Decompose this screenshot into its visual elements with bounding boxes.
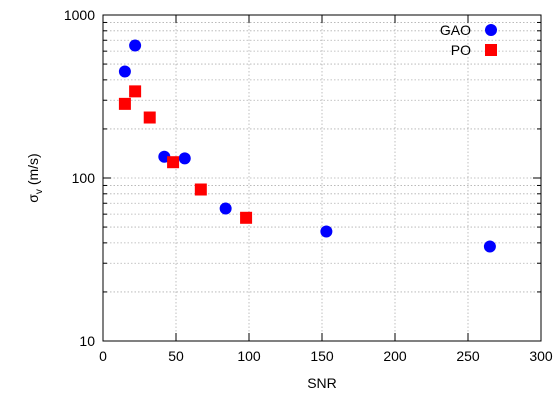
legend-label-po: PO bbox=[451, 42, 471, 58]
x-tick-label: 50 bbox=[168, 348, 184, 364]
x-tick-label: 0 bbox=[99, 348, 107, 364]
po-data-point bbox=[129, 85, 142, 98]
gao-data-point bbox=[219, 202, 232, 215]
legend-marker-gao bbox=[485, 24, 497, 36]
y-tick-label: 10 bbox=[79, 333, 95, 349]
gao-data-point bbox=[178, 152, 191, 165]
gao-data-point bbox=[118, 65, 131, 78]
y-axis-label-symbol: σ bbox=[25, 194, 41, 203]
po-data-point bbox=[143, 111, 156, 124]
gao-data-point bbox=[320, 225, 333, 238]
legend-label-gao: GAO bbox=[440, 22, 471, 38]
y-tick-label: 100 bbox=[72, 170, 96, 186]
po-data-point bbox=[194, 183, 207, 196]
po-data-point bbox=[167, 156, 180, 169]
po-data-point bbox=[240, 211, 253, 224]
gao-data-point bbox=[129, 39, 142, 52]
x-tick-label: 300 bbox=[529, 348, 553, 364]
x-tick-label: 200 bbox=[383, 348, 407, 364]
y-axis-label: σv (m/s) bbox=[25, 153, 45, 202]
legend-marker-po bbox=[485, 44, 497, 56]
x-tick-label: 100 bbox=[237, 348, 261, 364]
axis-ticks: 0 50 100 150 200 250 300 10 100 1000 bbox=[64, 7, 553, 364]
gao-data-point bbox=[483, 240, 496, 253]
x-axis-label: SNR bbox=[307, 375, 337, 391]
y-axis-label-subscript: v bbox=[34, 189, 45, 194]
po-data-point bbox=[118, 97, 131, 110]
legend: GAO PO bbox=[440, 22, 497, 58]
grid-lines bbox=[103, 15, 541, 341]
y-axis-label-unit: (m/s) bbox=[25, 153, 41, 189]
x-tick-label: 150 bbox=[310, 348, 334, 364]
data-points bbox=[118, 39, 496, 253]
x-tick-label: 250 bbox=[456, 348, 480, 364]
y-tick-label: 1000 bbox=[64, 7, 95, 23]
